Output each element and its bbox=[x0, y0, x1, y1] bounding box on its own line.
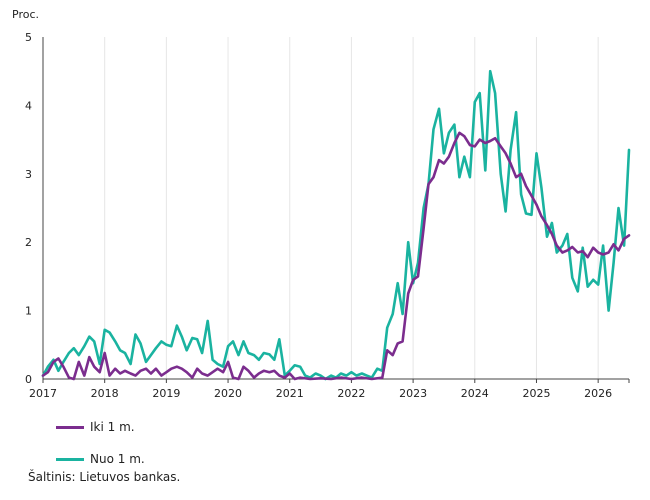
source-note: Šaltinis: Lietuvos bankas. bbox=[28, 470, 181, 484]
x-tick-label: 2025 bbox=[522, 387, 550, 400]
x-tick-labels: 2017 2018 2019 2020 2021 2022 2023 2024 2025 2026 bbox=[29, 387, 612, 400]
series-lines bbox=[41, 69, 631, 381]
x-tick-label: 2024 bbox=[461, 387, 489, 400]
series-line-nuo bbox=[41, 69, 631, 381]
y-tick-labels: 0 1 2 3 4 5 bbox=[25, 31, 32, 386]
y-tick-label: 0 bbox=[25, 373, 32, 386]
x-tick-label: 2020 bbox=[214, 387, 242, 400]
x-tick-label: 2017 bbox=[29, 387, 57, 400]
x-tick-label: 2018 bbox=[91, 387, 119, 400]
x-tick-label: 2023 bbox=[399, 387, 427, 400]
grid-lines bbox=[104, 37, 599, 379]
x-tick-label: 2021 bbox=[276, 387, 304, 400]
y-tick-label: 3 bbox=[25, 168, 32, 181]
axes bbox=[42, 37, 630, 383]
y-axis-label: Proc. bbox=[12, 8, 39, 21]
x-tick-label: 2026 bbox=[584, 387, 612, 400]
legend-item-iki: Iki 1 m. bbox=[56, 416, 145, 438]
legend: Iki 1 m. Nuo 1 m. bbox=[56, 416, 145, 480]
legend-swatch-iki bbox=[56, 425, 84, 429]
y-tick-label: 1 bbox=[25, 305, 32, 318]
legend-label-nuo: Nuo 1 m. bbox=[90, 452, 145, 466]
y-tick-label: 4 bbox=[25, 99, 32, 112]
y-tick-label: 2 bbox=[25, 236, 32, 249]
legend-swatch-nuo bbox=[56, 457, 84, 461]
x-tick-label: 2019 bbox=[152, 387, 180, 400]
y-tick-label: 5 bbox=[25, 31, 32, 44]
x-tick-label: 2022 bbox=[337, 387, 365, 400]
legend-item-nuo: Nuo 1 m. bbox=[56, 448, 145, 470]
legend-label-iki: Iki 1 m. bbox=[90, 420, 135, 434]
series-line-iki bbox=[41, 131, 631, 381]
